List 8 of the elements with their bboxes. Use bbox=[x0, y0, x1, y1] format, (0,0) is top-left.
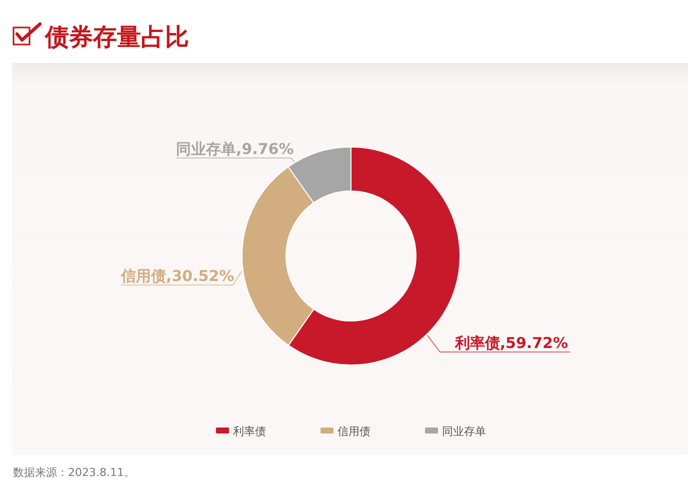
legend-label: 信用债 bbox=[338, 425, 370, 438]
chart-title: 债券存量占比 bbox=[44, 23, 189, 51]
data-label: 利率债,59.72% bbox=[454, 334, 568, 352]
source-note: 数据来源：2023.8.11。 bbox=[13, 466, 135, 479]
data-label: 信用债,30.52% bbox=[120, 267, 234, 285]
legend-label: 同业存单 bbox=[442, 425, 486, 438]
data-label: 同业存单,9.76% bbox=[176, 140, 294, 158]
legend-label: 利率债 bbox=[233, 425, 266, 438]
